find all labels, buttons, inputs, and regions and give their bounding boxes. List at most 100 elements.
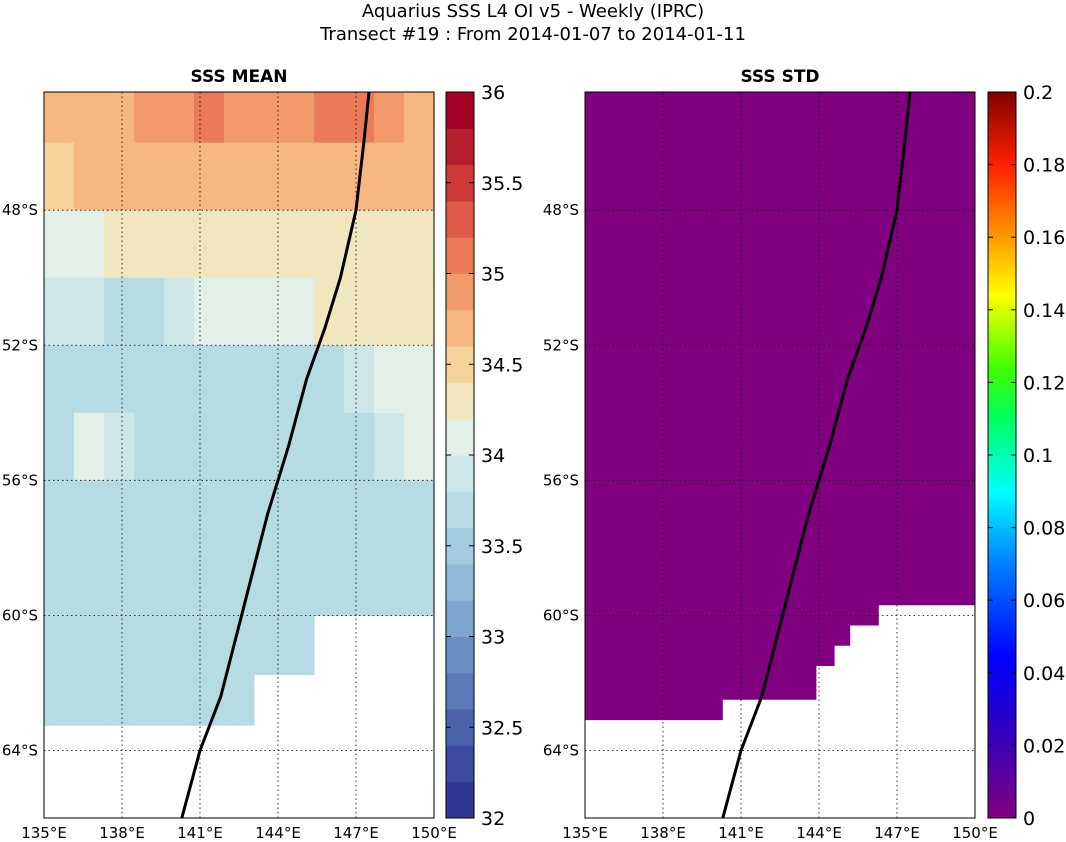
colorbar-level bbox=[446, 273, 474, 311]
heatmap-cell bbox=[44, 480, 75, 549]
heatmap-cell bbox=[284, 480, 315, 549]
heatmap-cell bbox=[374, 142, 405, 211]
heatmap-cell bbox=[224, 412, 255, 481]
heatmap-cell bbox=[314, 142, 345, 211]
heatmap-cell bbox=[44, 210, 75, 279]
heatmap-cell bbox=[164, 142, 195, 211]
y-tick-label: 56°S bbox=[543, 471, 579, 489]
heatmap-cell bbox=[254, 345, 285, 414]
colorbar-level bbox=[446, 600, 474, 637]
heatmap-cell bbox=[74, 547, 105, 616]
sss-std-title: SSS STD bbox=[740, 67, 819, 87]
heatmap-cell bbox=[374, 480, 405, 549]
heatmap-cell bbox=[404, 412, 435, 481]
heatmap-cell bbox=[44, 547, 75, 616]
heatmap-cell bbox=[404, 480, 435, 549]
heatmap-cell bbox=[104, 210, 135, 279]
colorbar-tick-label: 33 bbox=[481, 627, 505, 649]
heatmap-cell bbox=[224, 142, 255, 211]
heatmap-cell bbox=[224, 345, 255, 414]
colorbar-tick-label: 0.14 bbox=[1023, 300, 1065, 322]
heatmap-cell bbox=[404, 142, 435, 211]
heatmap-cell bbox=[254, 92, 285, 144]
colorbar-level bbox=[446, 237, 474, 274]
heatmap-cell bbox=[254, 277, 285, 346]
heatmap-cell bbox=[164, 92, 195, 144]
heatmap-cell bbox=[134, 92, 165, 144]
heatmap-cell bbox=[194, 615, 225, 676]
x-tick-label: 135°E bbox=[562, 824, 608, 842]
heatmap-cell bbox=[194, 277, 225, 346]
y-tick-label: 48°S bbox=[2, 201, 38, 219]
heatmap-cell bbox=[194, 480, 225, 549]
colorbar-level bbox=[446, 563, 474, 601]
heatmap-cell bbox=[404, 210, 435, 279]
x-tick-label: 135°E bbox=[21, 824, 67, 842]
x-tick-label: 144°E bbox=[255, 824, 301, 842]
heatmap-cell bbox=[164, 547, 195, 616]
x-tick-label: 150°E bbox=[411, 824, 457, 842]
heatmap-cell bbox=[374, 210, 405, 279]
heatmap-cell bbox=[44, 412, 75, 481]
heatmap-cell bbox=[194, 92, 225, 144]
x-tick-label: 147°E bbox=[333, 824, 379, 842]
heatmap-cell bbox=[74, 210, 105, 279]
heatmap-cell bbox=[44, 92, 75, 144]
heatmap-cell bbox=[134, 480, 165, 549]
heatmap-cell bbox=[404, 345, 435, 414]
heatmap-cell bbox=[314, 210, 345, 279]
heatmap-cell bbox=[374, 92, 405, 144]
sss-std-transect-line bbox=[721, 91, 912, 819]
heatmap-cell bbox=[104, 480, 135, 549]
y-tick-label: 64°S bbox=[543, 741, 579, 759]
x-tick-label: 144°E bbox=[796, 824, 842, 842]
colorbar-level bbox=[446, 128, 474, 166]
heatmap-cell bbox=[314, 345, 345, 414]
heatmap-cell bbox=[284, 615, 315, 676]
heatmap-cell bbox=[164, 345, 195, 414]
colorbar-level bbox=[446, 491, 474, 529]
heatmap-cell bbox=[284, 210, 315, 279]
sss-mean-y-axis: 48°S 52°S 56°S 60°S 64°S bbox=[2, 201, 38, 759]
heatmap-cell bbox=[284, 547, 315, 616]
y-tick-label: 56°S bbox=[2, 471, 38, 489]
colorbar-tick-label: 34 bbox=[481, 445, 505, 467]
x-tick-label: 150°E bbox=[952, 824, 998, 842]
colorbar-level bbox=[446, 745, 474, 783]
heatmap-cell bbox=[314, 547, 345, 616]
colorbar-tick-label: 0.04 bbox=[1023, 663, 1065, 685]
colorbar-level bbox=[446, 92, 474, 129]
sss-std-y-axis: 48°S 52°S 56°S 60°S 64°S bbox=[543, 201, 579, 759]
heatmap-cell bbox=[254, 412, 285, 481]
y-tick-label: 60°S bbox=[2, 606, 38, 624]
sss-mean-transect-line bbox=[180, 91, 371, 819]
sss-mean-panel: SSS MEAN 135°E 138°E 141°E 144°E 147°E 150°E … bbox=[2, 67, 457, 842]
heatmap-cell bbox=[74, 142, 105, 211]
sss-std-colorbar: 0 0.02 0.04 0.06 0.08 0.1 0.12 0.14 0.16 0.18 0.2 bbox=[987, 82, 1065, 830]
heatmap-cell bbox=[44, 345, 75, 414]
heatmap-cell bbox=[284, 142, 315, 211]
sss-std-gridlines bbox=[585, 92, 975, 818]
colorbar-level bbox=[446, 455, 474, 492]
heatmap-cell bbox=[344, 92, 375, 144]
heatmap-cell bbox=[404, 277, 435, 346]
colorbar-tick-label: 0 bbox=[1023, 808, 1035, 830]
heatmap-cell bbox=[194, 412, 225, 481]
sss-std-field bbox=[585, 92, 975, 721]
heatmap-cell bbox=[254, 480, 285, 549]
colorbar-tick-label: 32.5 bbox=[481, 717, 523, 739]
heatmap-cell bbox=[74, 674, 105, 726]
colorbar-tick-label: 0.18 bbox=[1023, 155, 1065, 177]
colorbar-tick-label: 0.16 bbox=[1023, 227, 1065, 249]
heatmap-cell bbox=[74, 277, 105, 346]
heatmap-cell bbox=[224, 480, 255, 549]
sss-mean-colorbar: 32 32.5 33 33.5 34 34.5 35 35.5 36 bbox=[445, 82, 523, 830]
heatmap-cell bbox=[254, 142, 285, 211]
colorbar-tick-label: 0.06 bbox=[1023, 590, 1065, 612]
heatmap-cell bbox=[164, 210, 195, 279]
heatmap-cell bbox=[404, 547, 435, 616]
colorbar-level bbox=[446, 781, 474, 819]
heatmap-cell bbox=[74, 615, 105, 676]
x-tick-label: 141°E bbox=[177, 824, 223, 842]
